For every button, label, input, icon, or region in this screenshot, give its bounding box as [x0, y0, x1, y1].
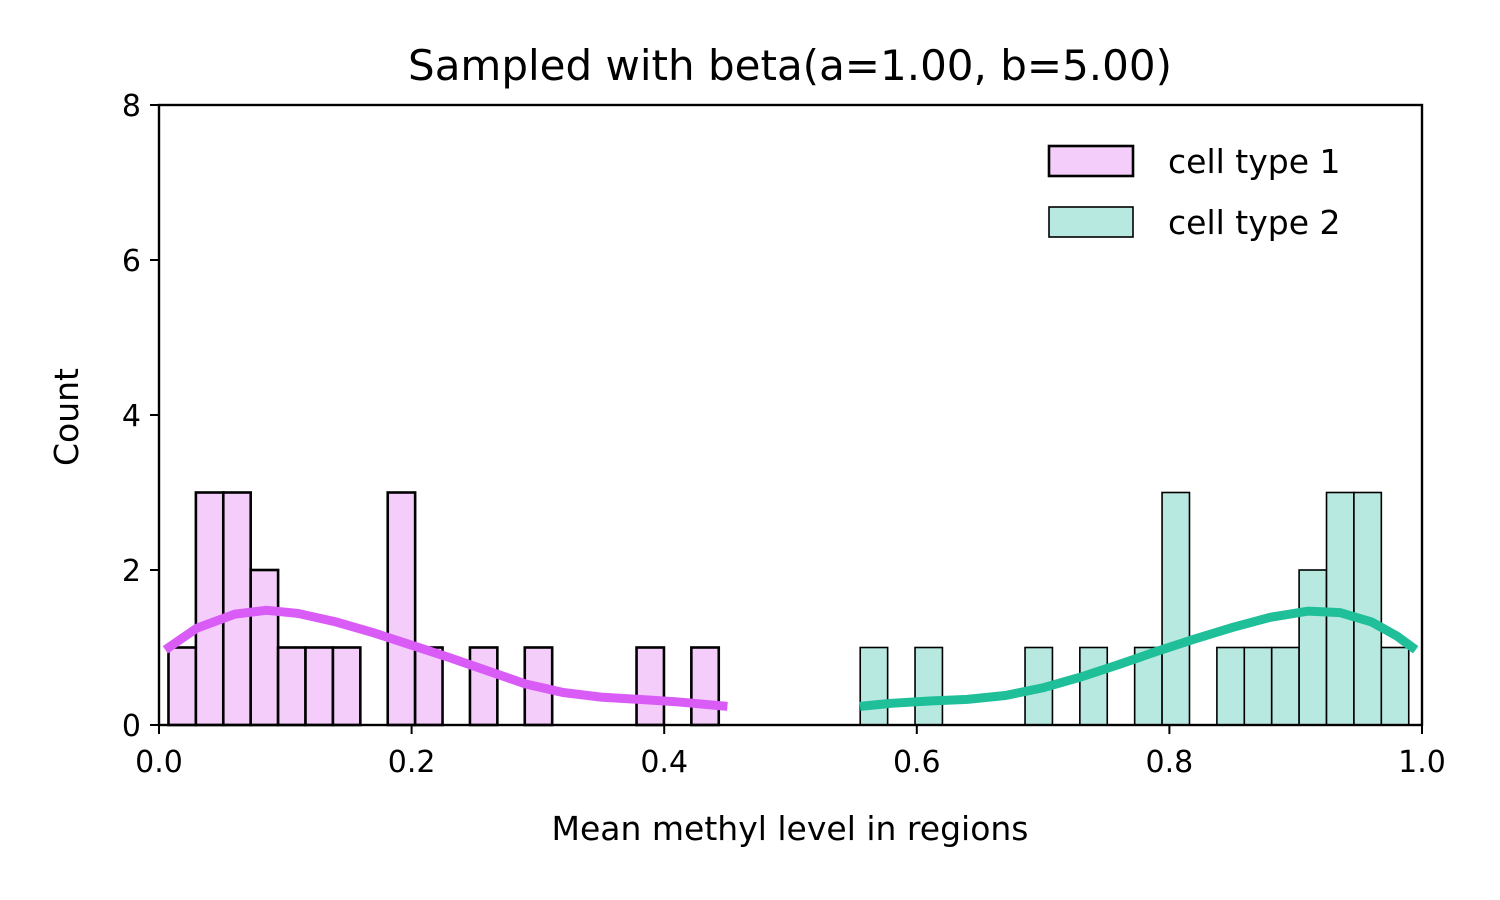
legend: cell type 1 cell type 2 [1047, 142, 1340, 242]
bar-series1-bin-13 [690, 646, 721, 727]
legend-swatch-series2 [1048, 206, 1134, 238]
x-tick-label: 1.0 [1398, 745, 1446, 780]
x-axis-label: Mean methyl level in regions [552, 809, 1029, 848]
y-tick-label: 0 [122, 709, 141, 744]
x-tick-label: 0.4 [640, 745, 688, 780]
kde-layer [162, 605, 1419, 711]
y-axis: 0 2 4 6 8 [122, 89, 159, 744]
bars-layer [167, 491, 1410, 727]
y-tick-label: 6 [122, 244, 141, 279]
y-tick-label: 8 [122, 89, 141, 124]
bar-series2-bin-2 [914, 646, 944, 726]
kde-line-series1 [162, 605, 728, 711]
legend-label-series2: cell type 2 [1168, 203, 1340, 242]
chart-title: Sampled with beta(a=1.00, b=5.00) [408, 41, 1172, 90]
x-tick-label: 0.8 [1146, 745, 1194, 780]
bar-series1-bin-1 [167, 646, 198, 727]
kde-line-series2 [859, 606, 1419, 711]
x-tick-label: 0.2 [388, 745, 436, 780]
bar-series1-bin-9 [413, 646, 444, 727]
bar-series2-bin-12 [1353, 491, 1383, 726]
bar-series1-bin-7 [331, 646, 362, 727]
bar-series2-bin-8 [1243, 646, 1273, 726]
x-axis: 0.0 0.2 0.4 0.6 0.8 1.0 [135, 725, 1446, 780]
y-axis-label: Count [47, 368, 86, 466]
bar-series1-bin-2 [194, 491, 225, 727]
y-tick-label: 2 [122, 554, 141, 589]
bar-series2-bin-1 [859, 646, 889, 726]
legend-label-series1: cell type 1 [1168, 142, 1340, 181]
bar-series2-bin-7 [1216, 646, 1246, 726]
x-tick-label: 0.0 [135, 745, 183, 780]
bar-series2-bin-9 [1270, 646, 1300, 726]
bar-series2-bin-10 [1298, 569, 1328, 726]
legend-swatch-series1 [1047, 144, 1135, 178]
x-tick-label: 0.6 [893, 745, 941, 780]
bar-series2-bin-6 [1161, 491, 1191, 726]
bar-series1-bin-10 [468, 646, 499, 727]
bar-series1-bin-4 [249, 568, 280, 727]
bar-series2-bin-4 [1079, 646, 1109, 726]
bar-series1-bin-5 [276, 646, 307, 727]
bar-series1-bin-8 [386, 491, 417, 727]
y-tick-label: 4 [122, 399, 141, 434]
bar-series1-bin-6 [304, 646, 335, 727]
bar-series1-bin-12 [635, 646, 666, 727]
bar-series2-bin-13 [1380, 646, 1410, 726]
